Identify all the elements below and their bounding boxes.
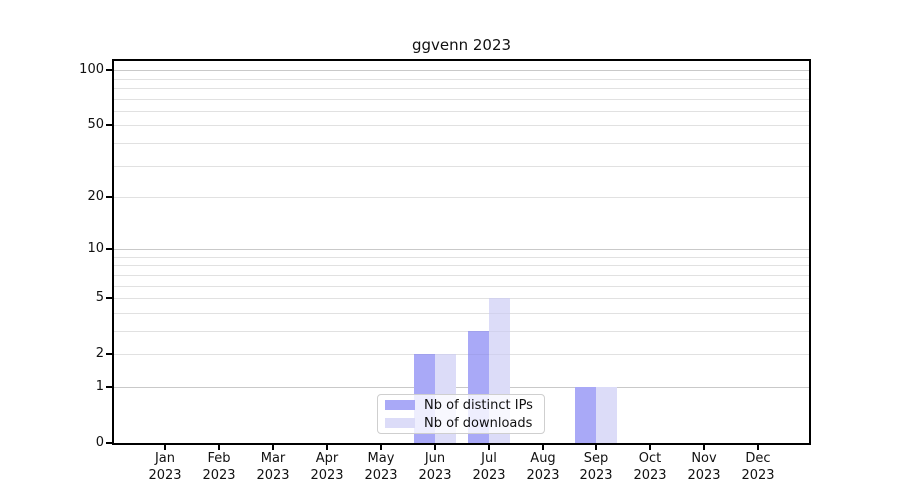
x-tick-label-jan: Jan 2023 bbox=[148, 451, 182, 483]
minor-gridline bbox=[114, 298, 809, 299]
major-gridline bbox=[114, 249, 809, 250]
x-tick-label-apr: Apr 2023 bbox=[310, 451, 344, 483]
x-tick-label-jul: Jul 2023 bbox=[472, 451, 506, 483]
x-tick-mark bbox=[542, 445, 544, 450]
x-tick-label-aug: Aug 2023 bbox=[526, 451, 560, 483]
minor-gridline bbox=[114, 313, 809, 314]
minor-gridline-overlay bbox=[114, 143, 809, 144]
bar-sep-downloads bbox=[596, 387, 617, 443]
minor-gridline-overlay bbox=[114, 88, 809, 89]
legend-swatch-icon bbox=[385, 400, 415, 410]
legend-entry: Nb of distinct IPs bbox=[378, 396, 544, 414]
y-tick-mark bbox=[106, 442, 112, 444]
minor-gridline-overlay bbox=[114, 125, 809, 126]
x-tick-mark bbox=[326, 445, 328, 450]
minor-gridline bbox=[114, 143, 809, 144]
y-tick-label: 20 bbox=[87, 189, 104, 204]
minor-gridline-overlay bbox=[114, 354, 809, 355]
x-tick-mark bbox=[164, 445, 166, 450]
minor-gridline-overlay bbox=[114, 166, 809, 167]
minor-gridline-overlay bbox=[114, 298, 809, 299]
y-tick-mark bbox=[106, 248, 112, 250]
x-tick-mark bbox=[488, 445, 490, 450]
minor-gridline bbox=[114, 275, 809, 276]
major-gridline bbox=[114, 70, 809, 71]
minor-gridline bbox=[114, 265, 809, 266]
y-tick-mark bbox=[106, 69, 112, 71]
x-tick-mark bbox=[218, 445, 220, 450]
minor-gridline bbox=[114, 257, 809, 258]
x-tick-mark bbox=[595, 445, 597, 450]
bar-sep-distinct-ips bbox=[575, 387, 596, 443]
legend-swatch-icon bbox=[385, 418, 415, 428]
x-tick-mark bbox=[649, 445, 651, 450]
x-tick-label-dec: Dec 2023 bbox=[741, 451, 775, 483]
y-tick-label: 2 bbox=[95, 346, 104, 361]
minor-gridline-overlay bbox=[114, 99, 809, 100]
minor-gridline bbox=[114, 166, 809, 167]
major-gridline bbox=[114, 387, 809, 388]
legend-entry: Nb of downloads bbox=[378, 414, 544, 432]
minor-gridline-overlay bbox=[114, 313, 809, 314]
minor-gridline bbox=[114, 88, 809, 89]
minor-gridline bbox=[114, 111, 809, 112]
chart-title: ggvenn 2023 bbox=[411, 36, 512, 54]
x-tick-label-nov: Nov 2023 bbox=[687, 451, 721, 483]
minor-gridline bbox=[114, 354, 809, 355]
x-tick-label-sep: Sep 2023 bbox=[579, 451, 613, 483]
x-tick-label-jun: Jun 2023 bbox=[418, 451, 452, 483]
minor-gridline bbox=[114, 286, 809, 287]
minor-gridline-overlay bbox=[114, 275, 809, 276]
x-tick-label-may: May 2023 bbox=[364, 451, 398, 483]
minor-gridline bbox=[114, 331, 809, 332]
y-tick-mark bbox=[106, 386, 112, 388]
y-tick-label: 5 bbox=[95, 290, 104, 305]
y-tick-mark bbox=[106, 124, 112, 126]
minor-gridline bbox=[114, 125, 809, 126]
x-tick-mark bbox=[272, 445, 274, 450]
minor-gridline bbox=[114, 197, 809, 198]
x-tick-mark bbox=[380, 445, 382, 450]
x-tick-label-oct: Oct 2023 bbox=[633, 451, 667, 483]
legend-label: Nb of downloads bbox=[424, 415, 533, 431]
x-tick-mark bbox=[703, 445, 705, 450]
chart-legend: Nb of distinct IPs Nb of downloads bbox=[377, 394, 545, 434]
minor-gridline-overlay bbox=[114, 257, 809, 258]
minor-gridline-overlay bbox=[114, 79, 809, 80]
minor-gridline bbox=[114, 79, 809, 80]
y-tick-label: 100 bbox=[79, 62, 104, 77]
y-tick-label: 10 bbox=[87, 241, 104, 256]
x-tick-label-mar: Mar 2023 bbox=[256, 451, 290, 483]
y-tick-mark bbox=[106, 297, 112, 299]
minor-gridline-overlay bbox=[114, 286, 809, 287]
y-tick-mark bbox=[106, 353, 112, 355]
legend-label: Nb of distinct IPs bbox=[424, 397, 533, 413]
y-tick-mark bbox=[106, 196, 112, 198]
x-tick-label-feb: Feb 2023 bbox=[202, 451, 236, 483]
minor-gridline-overlay bbox=[114, 331, 809, 332]
minor-gridline-overlay bbox=[114, 197, 809, 198]
x-tick-mark bbox=[757, 445, 759, 450]
minor-gridline-overlay bbox=[114, 265, 809, 266]
y-tick-label: 50 bbox=[87, 117, 104, 132]
y-tick-label: 1 bbox=[95, 379, 104, 394]
minor-gridline bbox=[114, 99, 809, 100]
minor-gridline-overlay bbox=[114, 111, 809, 112]
plot-border bbox=[112, 59, 811, 445]
y-tick-label: 0 bbox=[95, 435, 104, 450]
x-tick-mark bbox=[434, 445, 436, 450]
